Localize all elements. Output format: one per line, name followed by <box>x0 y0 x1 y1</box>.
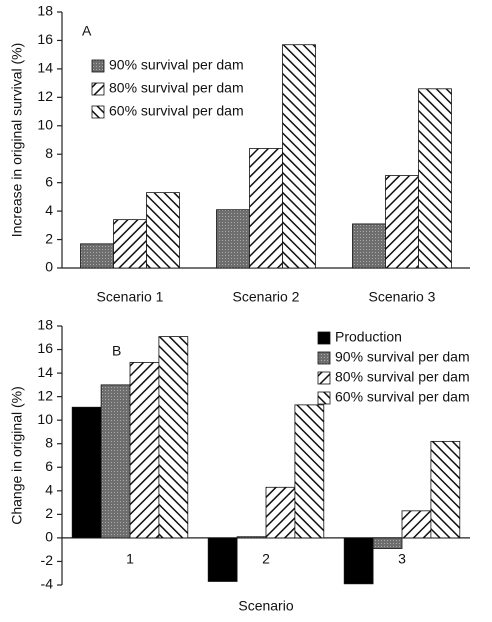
y-tick-label: 12 <box>37 387 53 403</box>
bar <box>352 223 386 269</box>
bar <box>294 404 325 539</box>
y-tick-label: 2 <box>45 505 53 521</box>
bar <box>418 88 452 269</box>
y-tick-label: 6 <box>45 173 53 189</box>
x-axis-label: Scenario <box>238 598 293 614</box>
bar <box>249 148 283 269</box>
y-tick-label: 14 <box>37 60 53 76</box>
y-tick-label: 18 <box>37 317 53 333</box>
y-axis-label: Change in original (%) <box>9 386 25 525</box>
legend-label: 80% survival per dam <box>335 369 470 385</box>
y-tick-label: 12 <box>37 88 53 104</box>
y-tick-label: 4 <box>45 482 53 498</box>
x-tick-label: 2 <box>262 551 270 567</box>
legend-swatch <box>317 391 331 405</box>
y-tick-label: 14 <box>37 364 53 380</box>
x-tick-label: Scenario 1 <box>97 289 164 305</box>
y-tick-label: 6 <box>45 458 53 474</box>
y-tick-label: 10 <box>37 116 53 132</box>
bar <box>71 406 102 539</box>
legend-label: 80% survival per dam <box>109 80 244 96</box>
legend-swatch <box>91 59 105 73</box>
y-tick-label: 16 <box>37 31 53 47</box>
bar <box>385 175 419 269</box>
legend-label: 60% survival per dam <box>335 389 470 405</box>
bar <box>430 440 461 539</box>
x-tick-label: 1 <box>126 551 134 567</box>
bar <box>129 362 160 539</box>
legend-swatch <box>91 105 105 119</box>
bar <box>207 537 238 582</box>
legend-label: 60% survival per dam <box>109 103 244 119</box>
bar <box>80 243 114 269</box>
y-tick-label: 10 <box>37 411 53 427</box>
bar <box>282 44 316 269</box>
bar <box>100 384 131 539</box>
legend-label: 90% survival per dam <box>109 57 244 73</box>
y-tick-label: 2 <box>45 230 53 246</box>
x-tick-label: Scenario 2 <box>233 289 300 305</box>
y-tick-label: -2 <box>41 552 54 568</box>
y-tick-label: 16 <box>37 340 53 356</box>
y-tick-label: 8 <box>45 145 53 161</box>
legend-swatch <box>317 331 331 345</box>
y-tick-label: 4 <box>45 202 53 218</box>
panel-label: A <box>82 23 92 39</box>
y-axis-label: Increase in original survival (%) <box>9 43 25 238</box>
bar <box>401 510 432 539</box>
bar <box>158 336 189 539</box>
x-tick-label: 3 <box>398 551 406 567</box>
bar <box>113 219 147 269</box>
y-tick-label: 18 <box>37 3 53 19</box>
bar <box>343 537 374 585</box>
bar <box>265 486 296 539</box>
legend-swatch <box>91 82 105 96</box>
x-tick-label: Scenario 3 <box>369 289 436 305</box>
legend-swatch <box>317 351 331 365</box>
legend-label: 90% survival per dam <box>335 349 470 365</box>
panel-label: B <box>112 343 121 359</box>
y-tick-label: -4 <box>41 576 54 592</box>
bar <box>372 537 403 549</box>
y-tick-label: 0 <box>45 259 53 275</box>
legend-label: Production <box>335 329 402 345</box>
bar <box>216 209 250 269</box>
y-tick-label: 8 <box>45 434 53 450</box>
bar <box>236 536 267 539</box>
legend-swatch <box>317 371 331 385</box>
bar <box>146 192 180 269</box>
y-tick-label: 0 <box>45 529 53 545</box>
